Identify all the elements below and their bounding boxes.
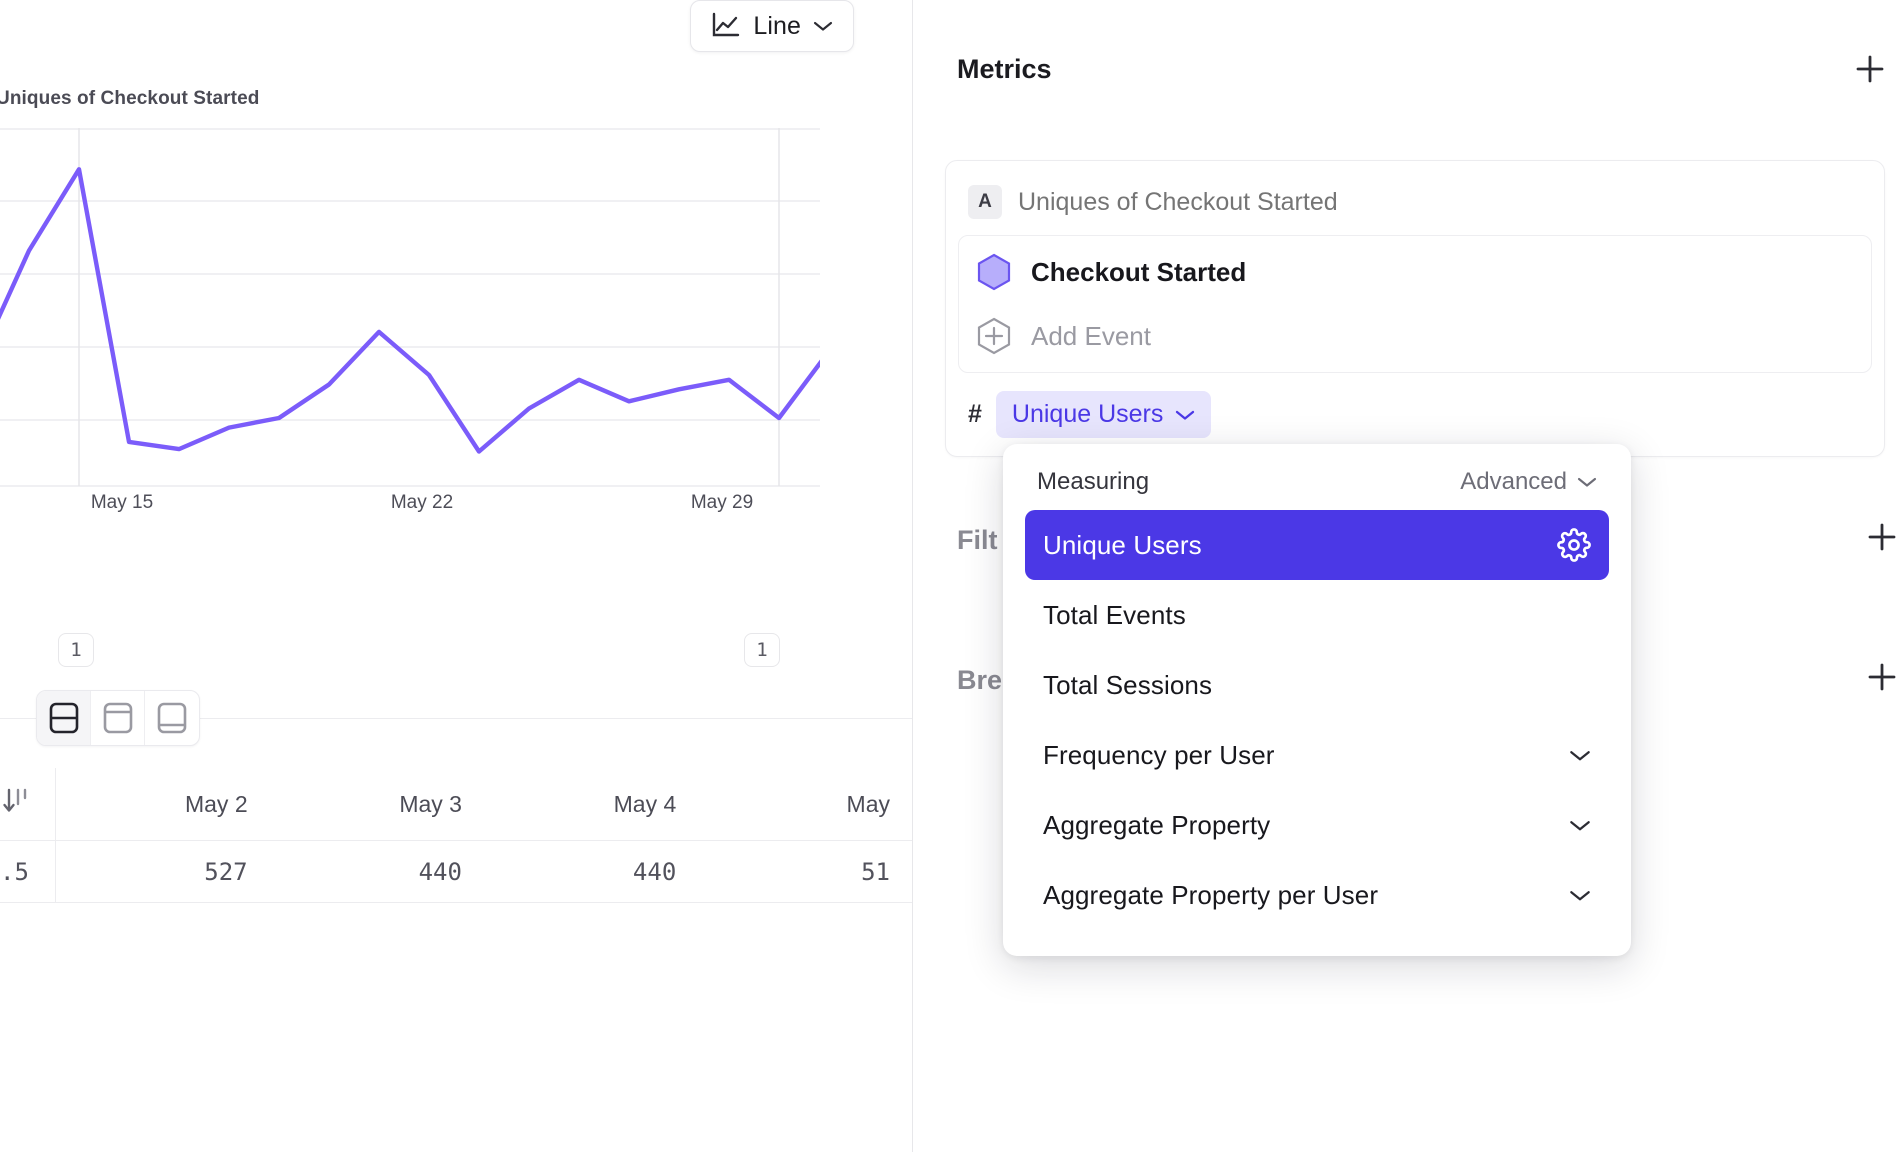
menu-item-label: Aggregate Property <box>1043 809 1271 840</box>
layout-split-even-button[interactable] <box>37 691 91 745</box>
aggregation-label: Unique Users <box>1011 400 1164 428</box>
column-header[interactable]: May <box>698 768 912 841</box>
table-cell: 527 <box>55 840 270 903</box>
event-list: Checkout Started Add Event <box>958 235 1872 373</box>
data-table: May 2 May 3 May 4 May .5 527 440 440 51 <box>0 768 912 903</box>
table-header: May 2 May 3 May 4 May <box>0 768 912 841</box>
pane-divider <box>0 718 912 719</box>
line-chart-icon <box>711 12 741 40</box>
layout-table-dominant-button[interactable] <box>145 691 199 745</box>
metric-letter-badge: A <box>968 185 1002 219</box>
metrics-title: Metrics <box>957 53 1052 84</box>
metrics-section-header: Metrics <box>957 52 1887 86</box>
measuring-dropdown-popup: Measuring Advanced Unique Users <box>1003 444 1631 956</box>
hexagon-event-icon <box>975 252 1013 292</box>
table-cell: 440 <box>483 840 699 903</box>
table-body: .5 527 440 440 51 <box>0 840 912 903</box>
annotation-badge[interactable]: 1 <box>58 633 94 667</box>
menu-item-label: Unique Users <box>1043 529 1202 560</box>
column-header[interactable]: May 4 <box>483 768 699 841</box>
gear-icon[interactable] <box>1557 528 1591 562</box>
metric-name-row: A <box>946 175 1884 235</box>
x-axis-labels: May 15 May 22 May 29 <box>0 492 820 518</box>
add-metric-plus-icon[interactable] <box>1853 52 1887 86</box>
layout-chart-dominant-button[interactable] <box>91 691 145 745</box>
add-breakdown-plus-icon[interactable] <box>1865 660 1898 694</box>
row-first-cell: .5 <box>0 840 56 903</box>
chevron-down-icon[interactable] <box>1569 819 1591 832</box>
column-header[interactable]: May 2 <box>55 768 270 841</box>
chevron-down-icon <box>1577 476 1597 488</box>
hash-icon: # <box>968 400 982 428</box>
table-cell: 51 <box>698 840 912 903</box>
menu-item-label: Frequency per User <box>1043 739 1275 770</box>
split-even-icon <box>48 701 80 735</box>
sort-column-header[interactable] <box>0 768 56 841</box>
aggregation-chip[interactable]: Unique Users <box>995 391 1212 438</box>
menu-item-frequency-per-user[interactable]: Frequency per User <box>1025 720 1609 790</box>
chart-type-label: Line <box>753 11 801 40</box>
chart-title: Uniques of Checkout Started <box>0 88 260 109</box>
metric-card: A Checkout Started <box>945 160 1885 457</box>
breakdowns-title: Bre <box>957 665 1003 695</box>
advanced-label: Advanced <box>1460 468 1567 495</box>
menu-item-label: Total Events <box>1043 599 1186 630</box>
event-label: Checkout Started <box>1031 256 1247 287</box>
chevron-down-icon <box>1175 409 1195 421</box>
chevron-down-icon[interactable] <box>1569 749 1591 762</box>
hexagon-plus-icon <box>975 316 1013 356</box>
menu-item-unique-users[interactable]: Unique Users <box>1025 510 1609 580</box>
chart-pane: Line Uniques of Checkout Started <box>0 0 912 1152</box>
x-tick-label: May 29 <box>690 492 754 513</box>
table-dominant-icon <box>156 701 188 735</box>
add-event-row[interactable]: Add Event <box>959 304 1871 368</box>
filters-title: Filt <box>957 525 998 555</box>
advanced-toggle[interactable]: Advanced <box>1460 468 1597 496</box>
pane-vertical-divider <box>912 0 913 1152</box>
chart-plot <box>0 128 820 488</box>
popup-header: Measuring Advanced <box>1025 468 1609 510</box>
chevron-down-icon[interactable] <box>1569 889 1591 902</box>
menu-item-total-events[interactable]: Total Events <box>1025 580 1609 650</box>
menu-item-total-sessions[interactable]: Total Sessions <box>1025 650 1609 720</box>
annotation-badge[interactable]: 1 <box>744 633 780 667</box>
table-header-row: May 2 May 3 May 4 May <box>0 768 912 841</box>
config-pane: Metrics Filt Bre A <box>913 0 1898 1152</box>
x-tick-label: May 15 <box>90 492 154 513</box>
chart-type-selector[interactable]: Line <box>690 0 854 52</box>
menu-item-label: Aggregate Property per User <box>1043 879 1379 910</box>
add-event-label: Add Event <box>1031 320 1151 351</box>
menu-item-aggregate-property-per-user[interactable]: Aggregate Property per User <box>1025 860 1609 930</box>
chevron-down-icon <box>813 20 833 32</box>
add-filter-plus-icon[interactable] <box>1865 520 1898 554</box>
menu-item-aggregate-property[interactable]: Aggregate Property <box>1025 790 1609 860</box>
column-header[interactable]: May 3 <box>269 768 484 841</box>
measuring-label: Measuring <box>1037 468 1150 495</box>
aggregation-row: # Unique Users <box>946 385 1884 456</box>
table-cell: 440 <box>269 840 484 903</box>
event-row-checkout-started[interactable]: Checkout Started <box>959 240 1871 304</box>
layout-toggle-group <box>36 690 200 746</box>
metric-name-input[interactable] <box>1018 187 1778 217</box>
sort-descending-icon <box>0 784 34 818</box>
x-tick-label: May 22 <box>390 492 454 513</box>
chart-dominant-icon <box>102 701 134 735</box>
menu-item-label: Total Sessions <box>1043 669 1213 700</box>
table-row: .5 527 440 440 51 <box>0 840 912 903</box>
